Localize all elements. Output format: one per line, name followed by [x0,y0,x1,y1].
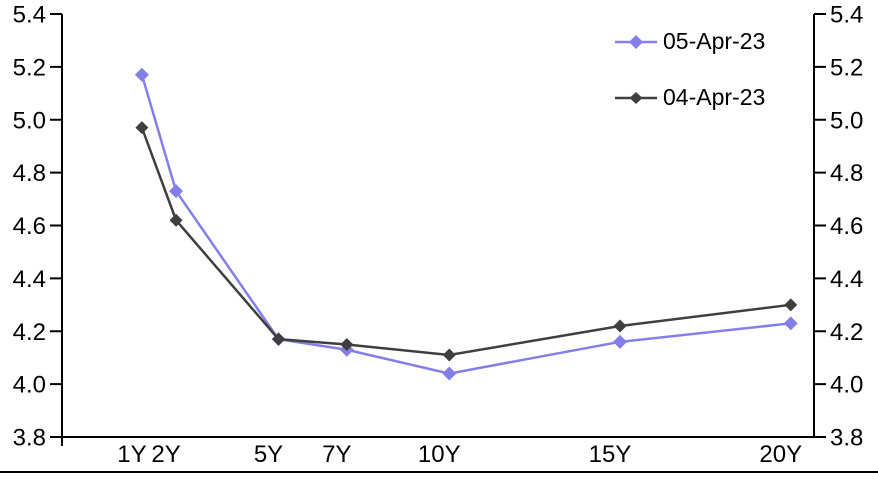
diamond-marker-icon [442,348,456,362]
diamond-marker-icon [613,319,627,333]
axis-labels: 3.8 3.8 4.0 4.0 4.2 4.2 4.4 4.4 4.6 4.6 4.8 4.8 5.0 5… [13,2,864,469]
series-line [140,74,791,375]
x-tick-label: 5Y [254,441,283,468]
y-tick-label-left: 4.0 [13,372,46,399]
y-tick-label-right: 5.2 [830,54,863,81]
bottom-divider [0,471,878,473]
x-tick-label: 7Y [322,441,351,468]
diamond-marker-icon [442,366,457,381]
x-tick-label: 2Y [151,441,180,468]
y-tick-label-right: 4.6 [830,213,863,240]
y-tick-label-right: 3.8 [830,425,863,452]
y-tick-label-right: 4.2 [830,319,863,346]
legend-swatch-0 [615,34,657,49]
diamond-marker-icon [613,334,628,349]
y-tick-label-left: 4.6 [13,213,46,240]
diamond-marker-icon [169,213,183,227]
y-tick-label-right: 4.4 [830,266,863,293]
y-tick-label-left: 4.8 [13,160,46,187]
diamond-marker-icon [629,91,643,104]
axes [50,13,826,446]
x-tick-label: 20Y [759,441,802,468]
y-tick-label-left: 5.0 [13,107,46,134]
diamond-marker-icon [134,67,149,82]
series-04-Apr-23 [135,121,798,362]
series-05-Apr-23 [134,67,798,381]
x-tick-label: 10Y [418,441,461,468]
diamond-marker-icon [784,298,798,312]
legend-label: 05-Apr-23 [663,28,766,54]
y-tick-label-left: 5.2 [13,54,46,81]
diamond-marker-icon [135,121,149,135]
legend: 05-Apr-23 04-Apr-23 [615,28,765,111]
legend-swatch-1 [615,91,657,104]
legend-label: 04-Apr-23 [663,84,766,110]
y-tick-label-left: 4.2 [13,319,46,346]
diamond-marker-icon [783,316,798,331]
diamond-marker-icon [272,332,286,346]
y-tick-label-right: 5.0 [830,107,863,134]
diamond-marker-icon [340,337,354,351]
x-tick-label: 15Y [589,441,632,468]
y-tick-label-left: 4.4 [13,266,46,293]
y-tick-label-right: 4.8 [830,160,863,187]
y-tick-label-left: 5.4 [13,2,46,29]
diamond-marker-icon [629,34,643,49]
legend-item-05-apr-23: 05-Apr-23 [615,28,765,55]
diamond-marker-icon [169,184,184,199]
legend-item-04-apr-23: 04-Apr-23 [615,84,765,111]
y-tick-label-left: 3.8 [13,425,46,452]
series-line [140,127,791,357]
y-tick-label-right: 5.4 [830,2,863,29]
y-tick-label-right: 4.0 [830,372,863,399]
x-tick-label: 1Y [117,441,146,468]
